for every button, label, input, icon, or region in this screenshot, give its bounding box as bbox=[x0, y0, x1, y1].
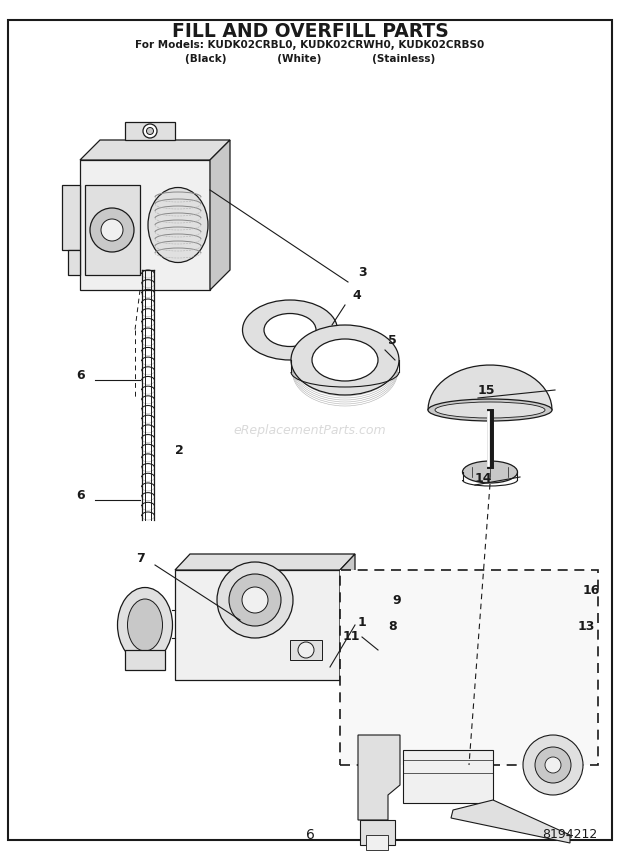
Polygon shape bbox=[125, 650, 165, 670]
Circle shape bbox=[217, 562, 293, 638]
Text: 7: 7 bbox=[136, 551, 145, 564]
Circle shape bbox=[535, 747, 571, 783]
Circle shape bbox=[545, 757, 561, 773]
Text: (Black)              (White)              (Stainless): (Black) (White) (Stainless) bbox=[185, 54, 435, 64]
Ellipse shape bbox=[312, 339, 378, 381]
Ellipse shape bbox=[428, 399, 552, 421]
Text: 5: 5 bbox=[388, 334, 397, 347]
Text: For Models: KUDK02CRBL0, KUDK02CRWH0, KUDK02CRBS0: For Models: KUDK02CRBL0, KUDK02CRWH0, KU… bbox=[135, 40, 485, 50]
Text: 15: 15 bbox=[478, 383, 495, 396]
Bar bbox=[366, 835, 388, 850]
Circle shape bbox=[298, 642, 314, 658]
Ellipse shape bbox=[291, 325, 399, 395]
Polygon shape bbox=[451, 800, 570, 843]
Text: 11: 11 bbox=[342, 631, 360, 644]
Text: eReplacementParts.com: eReplacementParts.com bbox=[234, 424, 386, 437]
Polygon shape bbox=[125, 122, 175, 140]
Text: 6: 6 bbox=[76, 368, 85, 382]
Text: 4: 4 bbox=[352, 288, 361, 301]
Text: 3: 3 bbox=[358, 265, 366, 278]
Polygon shape bbox=[175, 554, 355, 570]
Polygon shape bbox=[68, 250, 80, 275]
Polygon shape bbox=[175, 570, 340, 680]
Polygon shape bbox=[62, 185, 80, 250]
Text: 13: 13 bbox=[578, 621, 595, 633]
Polygon shape bbox=[428, 365, 552, 410]
Bar bbox=[290, 640, 322, 660]
Ellipse shape bbox=[242, 300, 337, 360]
Text: 6: 6 bbox=[306, 828, 314, 842]
Circle shape bbox=[372, 600, 384, 612]
Circle shape bbox=[242, 587, 268, 613]
Ellipse shape bbox=[463, 461, 518, 483]
Ellipse shape bbox=[148, 187, 208, 263]
Polygon shape bbox=[80, 140, 230, 160]
Bar bbox=[360, 608, 380, 622]
Circle shape bbox=[523, 735, 583, 795]
Text: 14: 14 bbox=[475, 472, 492, 484]
Polygon shape bbox=[210, 140, 230, 290]
Polygon shape bbox=[358, 735, 400, 820]
Circle shape bbox=[143, 124, 157, 138]
Text: 16: 16 bbox=[583, 584, 600, 597]
Ellipse shape bbox=[264, 313, 316, 347]
Text: 6: 6 bbox=[76, 489, 85, 502]
Circle shape bbox=[146, 128, 154, 134]
Ellipse shape bbox=[435, 402, 545, 418]
Bar bbox=[85, 185, 140, 275]
Polygon shape bbox=[80, 160, 210, 290]
Polygon shape bbox=[403, 750, 493, 803]
Circle shape bbox=[375, 603, 381, 609]
Text: 8194212: 8194212 bbox=[542, 829, 598, 841]
Text: 9: 9 bbox=[392, 595, 401, 608]
Ellipse shape bbox=[118, 587, 172, 663]
Text: 2: 2 bbox=[175, 443, 184, 456]
Polygon shape bbox=[340, 554, 355, 680]
Text: 8: 8 bbox=[388, 621, 397, 633]
Bar bbox=[360, 820, 395, 845]
Circle shape bbox=[101, 219, 123, 241]
Circle shape bbox=[90, 208, 134, 252]
Bar bbox=[340, 570, 598, 765]
Text: 1: 1 bbox=[358, 615, 367, 628]
Ellipse shape bbox=[128, 599, 162, 651]
Text: FILL AND OVERFILL PARTS: FILL AND OVERFILL PARTS bbox=[172, 22, 448, 41]
Circle shape bbox=[229, 574, 281, 626]
